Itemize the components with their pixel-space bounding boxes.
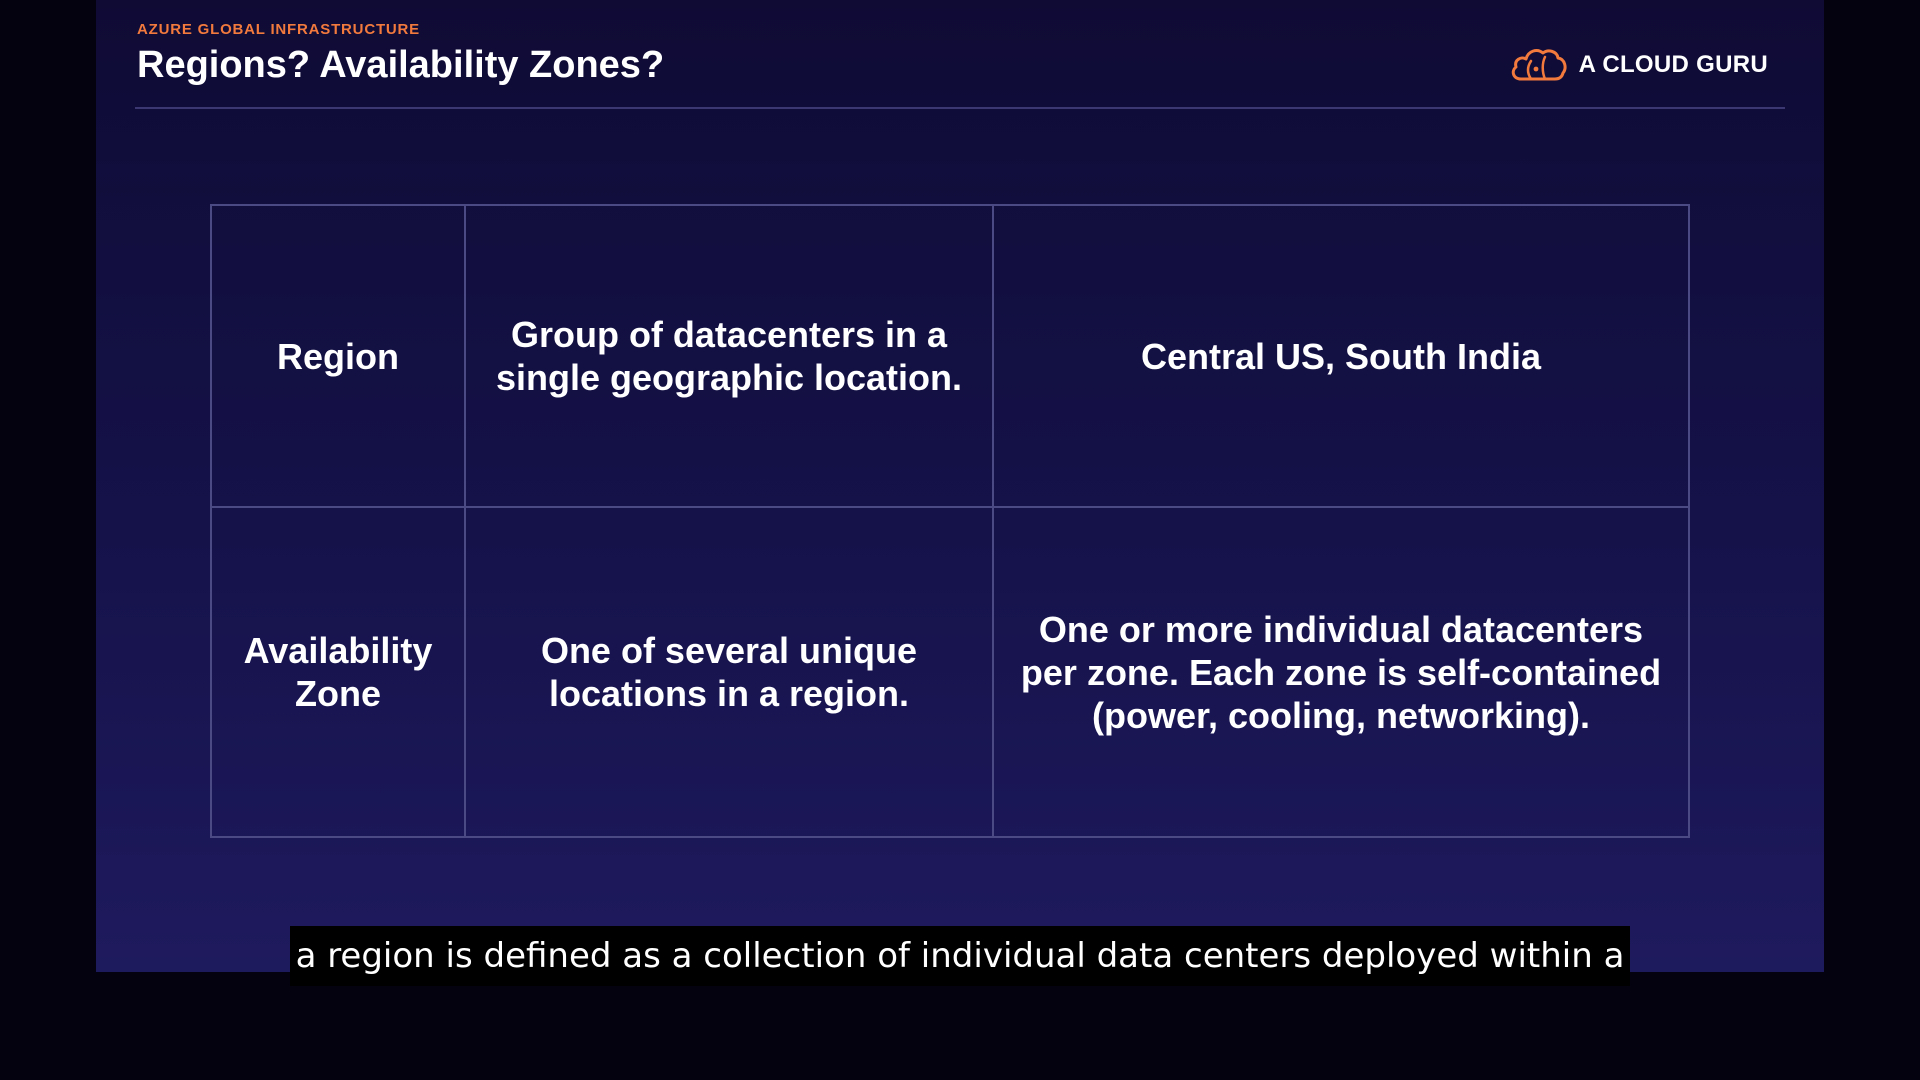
definition-cell: One of several unique locations in a reg… [464,506,994,838]
definition-cell: Group of datacenters in a single geograp… [464,204,994,508]
example-cell: Central US, South India [992,204,1690,508]
presentation-slide: AZURE GLOBAL INFRASTRUCTURE Regions? Ava… [96,0,1824,972]
term-cell: Region [210,204,466,508]
brand-name: A CLOUD GURU [1578,51,1768,78]
slide-title: Regions? Availability Zones? [137,44,665,86]
slide-eyebrow: AZURE GLOBAL INFRASTRUCTURE [137,21,420,38]
brand-logo: A CLOUD GURU [1509,42,1768,88]
example-cell: One or more individual datacenters per z… [992,506,1690,838]
table-row: Region Group of datacenters in a single … [210,204,1690,508]
comparison-table: Region Group of datacenters in a single … [210,204,1690,838]
cloud-logo-icon [1511,49,1567,81]
term-cell: Availability Zone [210,506,466,838]
table-row: Availability Zone One of several unique … [210,506,1690,838]
header-divider [135,107,1785,109]
